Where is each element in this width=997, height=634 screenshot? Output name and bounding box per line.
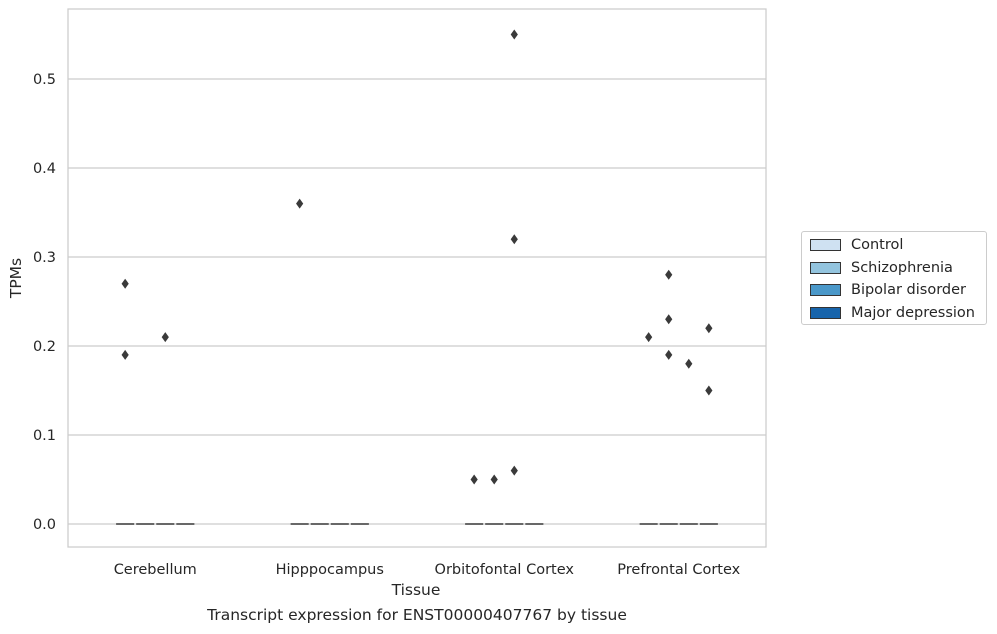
legend-label-control: Control	[851, 237, 904, 253]
y-tick-label: 0.4	[33, 161, 56, 177]
outlier-point	[490, 474, 498, 485]
outlier-point	[161, 332, 169, 343]
outlier-point	[665, 314, 673, 325]
outlier-point	[121, 349, 129, 360]
outlier-point	[510, 465, 518, 476]
x-tick-label: Orbitofontal Cortex	[435, 562, 575, 578]
outlier-point	[685, 358, 693, 369]
grid-lines	[68, 78, 766, 525]
legend-item-bipolar-disorder: Bipolar disorder	[810, 280, 966, 300]
legend-item-major-depression: Major depression	[810, 303, 975, 323]
y-tick-label: 0.2	[33, 339, 56, 355]
legend-label-major-depression: Major depression	[851, 305, 975, 321]
outlier-point	[705, 323, 713, 334]
legend-label-schizophrenia: Schizophrenia	[851, 260, 953, 276]
legend-label-bipolar-disorder: Bipolar disorder	[851, 282, 966, 298]
outlier-point	[645, 332, 653, 343]
legend-swatch-schizophrenia	[810, 262, 841, 274]
legend-swatch-bipolar-disorder	[810, 284, 841, 296]
legend-item-control: Control	[810, 235, 903, 255]
x-axis-title: Tissue	[391, 581, 441, 599]
legend-item-schizophrenia: Schizophrenia	[810, 258, 953, 278]
x-tick-label: Cerebellum	[114, 562, 197, 578]
legend-swatch-major-depression	[810, 307, 841, 319]
legend-swatch-control	[810, 239, 841, 251]
plot-frame	[67, 8, 767, 548]
outlier-point	[296, 198, 304, 209]
y-axis-title: TPMs	[7, 258, 25, 299]
outlier-point	[665, 349, 673, 360]
y-tick-label: 0.3	[33, 250, 56, 266]
outlier-point	[121, 278, 129, 289]
outlier-point	[665, 269, 673, 280]
y-tick-labels: 0.0 0.1 0.2 0.3 0.4 0.5	[33, 72, 56, 533]
x-tick-label: Hipppocampus	[276, 562, 384, 578]
y-tick-label: 0.5	[33, 72, 56, 88]
x-tick-labels: Cerebellum Hipppocampus Orbitofontal Corte…	[114, 562, 741, 578]
outlier-point	[510, 234, 518, 245]
outlier-points	[121, 29, 713, 485]
y-tick-label: 0.1	[33, 428, 56, 444]
outlier-point	[510, 29, 518, 40]
outlier-point	[470, 474, 478, 485]
x-tick-label: Prefrontal Cortex	[617, 562, 740, 578]
chart-caption: Transcript expression for ENST0000040776…	[207, 606, 627, 624]
legend: Control Schizophrenia Bipolar disorder M…	[801, 231, 987, 325]
y-tick-label: 0.0	[33, 517, 56, 533]
outlier-point	[705, 385, 713, 396]
